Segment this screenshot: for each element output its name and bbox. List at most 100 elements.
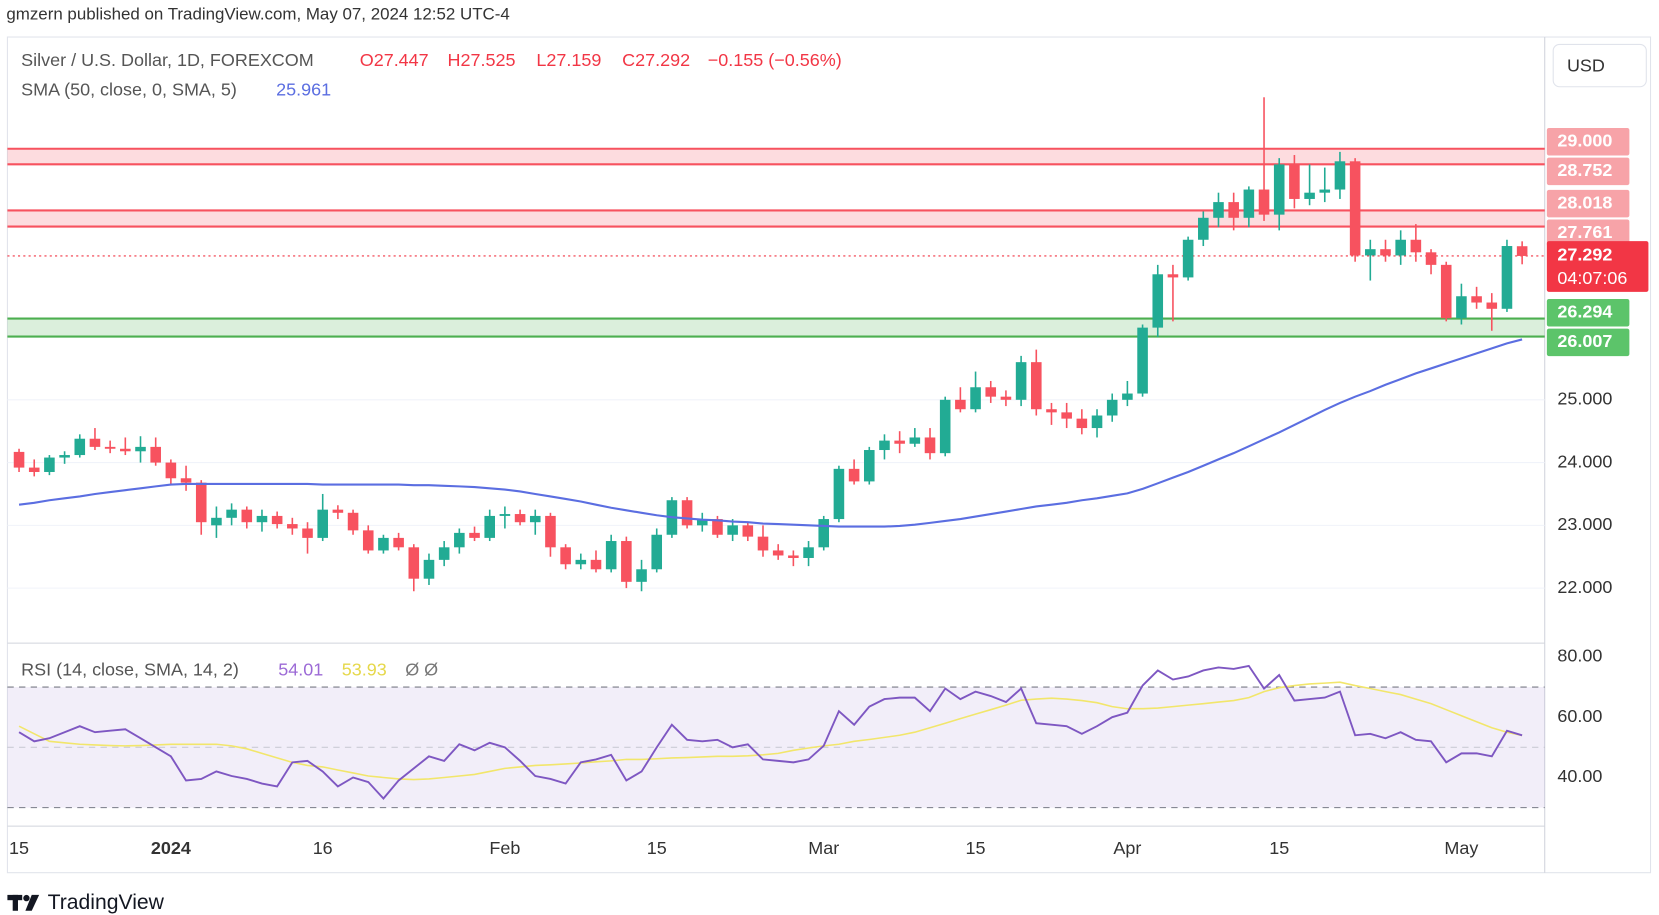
last-price-label: 27.292: [1557, 245, 1612, 265]
candle-body: [1122, 393, 1133, 400]
logo-stem: [12, 894, 18, 911]
candle-body: [195, 482, 207, 523]
candle-body: [241, 509, 253, 523]
currency-button[interactable]: [1552, 43, 1647, 88]
candle-body: [1516, 246, 1528, 256]
rsi-sma-value: 53.93: [342, 659, 387, 679]
candle-body: [362, 530, 374, 551]
candle-body: [1015, 362, 1027, 400]
x-tick-label: May: [1444, 838, 1478, 858]
candle-body: [1380, 249, 1391, 256]
candle-body: [636, 569, 647, 582]
candle-body: [469, 532, 480, 538]
ohlc-close: C27.292: [622, 50, 690, 70]
rsi-line: [18, 664, 1523, 800]
candle-body: [1137, 327, 1148, 394]
candle-body: [120, 448, 131, 452]
candle-body: [378, 537, 389, 551]
candle-body: [848, 468, 860, 482]
candle-body: [454, 532, 465, 548]
level-label: 26.007: [1557, 331, 1612, 351]
candle-body: [909, 437, 921, 444]
candle-body: [803, 547, 814, 558]
candle-body: [1334, 161, 1346, 190]
ohlc-high: H27.525: [448, 50, 516, 70]
currency[interactable]: USD: [1567, 55, 1605, 75]
rsi-extra: Ø Ø: [405, 659, 438, 679]
candle-body: [1046, 409, 1057, 413]
zone-fill: [7, 318, 1545, 337]
candle-body: [1167, 274, 1179, 278]
candle-body: [590, 559, 602, 570]
candle-body: [1076, 418, 1088, 429]
candle-body: [681, 500, 693, 526]
candle-body: [1091, 415, 1103, 429]
y-tick-label: 22.000: [1557, 577, 1612, 597]
candle-body: [1486, 302, 1498, 309]
y-tick-label: 23.000: [1557, 514, 1612, 534]
candle-body: [226, 509, 237, 518]
x-tick-label: 15: [647, 838, 667, 858]
candle-body: [1228, 202, 1239, 218]
candle-body: [1273, 164, 1285, 215]
candle-body: [74, 438, 86, 456]
candle-body: [545, 515, 556, 548]
candle-body: [438, 547, 450, 560]
candle-body: [1243, 189, 1255, 218]
candle-body: [955, 399, 966, 410]
level-label-box: [1546, 299, 1630, 327]
candle-body: [393, 537, 404, 548]
level-label: 27.761: [1557, 222, 1612, 242]
level-label: 28.018: [1557, 192, 1612, 212]
candle-body: [347, 512, 359, 531]
candle-body: [332, 509, 344, 513]
sma-value: 25.961: [276, 80, 331, 100]
candle-body: [1182, 239, 1194, 278]
candle-body: [1198, 217, 1209, 240]
candle-body: [560, 547, 571, 565]
candle-body: [970, 387, 981, 410]
candle-body: [1213, 202, 1224, 218]
rsi-tick-label: 80.00: [1557, 646, 1602, 666]
candle-body: [818, 519, 830, 548]
candle-body: [772, 550, 784, 556]
countdown: 04:07:06: [1557, 268, 1627, 288]
candle-body: [1349, 161, 1361, 256]
candle-body: [1471, 296, 1482, 303]
candle-body: [575, 559, 587, 565]
level-label-box: [1546, 328, 1630, 357]
candle-body: [1410, 239, 1422, 253]
candle-body: [985, 387, 997, 397]
level-label: 29.000: [1557, 130, 1612, 150]
candle-body: [727, 525, 738, 535]
candle-body: [135, 446, 146, 452]
publisher: gmzern published on TradingView.com, May…: [6, 4, 509, 23]
candle-body: [879, 440, 890, 451]
level-label-box: [1546, 189, 1630, 218]
candle-body: [1289, 164, 1300, 199]
brand-logo: [7, 894, 40, 911]
candle-body: [165, 462, 177, 479]
logo-dot: [23, 894, 30, 902]
candle-body: [863, 450, 875, 482]
x-tick-label: Apr: [1113, 838, 1141, 858]
zone-fill: [7, 148, 1545, 165]
candle-body: [287, 524, 298, 529]
candle-body: [712, 519, 723, 535]
sma-legend: SMA (50, close, 0, SMA, 5): [21, 80, 237, 100]
x-tick-label: 15: [9, 838, 29, 858]
candle-body: [13, 451, 25, 468]
level-label-box: [1546, 127, 1630, 156]
candle-body: [605, 541, 617, 570]
candle-body: [1106, 399, 1118, 416]
y-tick-label: 25.000: [1557, 389, 1612, 409]
candle-body: [1319, 189, 1331, 193]
candle-body: [924, 437, 936, 454]
level-label: 26.294: [1557, 302, 1612, 322]
candle-body: [1061, 412, 1072, 419]
candle-body: [1304, 192, 1315, 199]
candle-body: [211, 517, 222, 526]
rsi-value: 54.01: [278, 659, 323, 679]
candle-body: [1031, 362, 1042, 410]
